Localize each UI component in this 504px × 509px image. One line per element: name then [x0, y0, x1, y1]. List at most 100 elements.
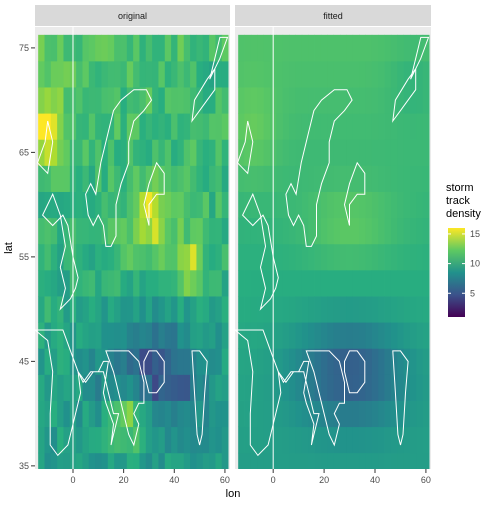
heatmap-cell [333, 426, 341, 454]
heatmap-cell [95, 217, 102, 245]
heatmap-cell [257, 243, 265, 271]
heatmap-cell [333, 296, 341, 323]
heatmap-cell [422, 165, 430, 192]
heatmap-cell [177, 113, 185, 140]
coastline-path [105, 350, 145, 447]
heatmap-cell [301, 113, 309, 140]
heatmap-cell [209, 139, 216, 166]
heatmap-cell [209, 217, 216, 245]
heatmap-cell [101, 113, 109, 140]
heatmap-cell [50, 452, 58, 469]
heatmap-cell [133, 426, 140, 454]
heatmap-cell [250, 296, 258, 323]
heatmap-cell [359, 87, 366, 114]
heatmap-cell [390, 426, 398, 454]
heatmap-cell [422, 217, 430, 245]
heatmap-cell [365, 217, 373, 245]
heatmap-cell [295, 400, 303, 428]
heatmap-cell [263, 165, 271, 192]
heatmap-cell [282, 165, 290, 192]
heatmap-cell [416, 139, 424, 166]
heatmap-cell [390, 452, 398, 469]
heatmap-cell [390, 269, 398, 297]
coastline-path [35, 329, 82, 457]
heatmap-cell [327, 243, 335, 271]
heatmap-cell [57, 34, 64, 62]
heatmap-cell [158, 400, 166, 428]
heatmap-cell [390, 139, 398, 166]
heatmap-cell [301, 165, 309, 192]
heatmap-cell [276, 34, 284, 62]
heatmap-cell [327, 269, 335, 297]
heatmap-cell [340, 217, 347, 245]
heatmap-cell [38, 243, 45, 271]
legend-tick-label: 10 [470, 259, 480, 269]
heatmap-cell [44, 34, 52, 62]
heatmap-cell [314, 191, 322, 219]
heatmap-cell [250, 374, 258, 401]
heatmap-cell [390, 217, 398, 245]
heatmap-cell [371, 452, 379, 469]
heatmap-cell [82, 243, 90, 271]
heatmap-cell [88, 60, 96, 88]
heatmap-cell [221, 87, 229, 114]
heatmap-cell [164, 322, 172, 349]
heatmap-cell [314, 348, 322, 375]
heatmap-cell [63, 348, 71, 375]
heatmap-cell [76, 269, 83, 297]
heatmap-cell [352, 113, 360, 140]
heatmap-cell [164, 165, 172, 192]
heatmap-cell [126, 165, 134, 192]
heatmap-cell [133, 139, 140, 166]
heatmap-cell [346, 374, 354, 401]
heatmap-cell [177, 139, 185, 166]
heatmap-cell [107, 374, 115, 401]
heatmap-cell [44, 348, 52, 375]
heatmap-cell [101, 243, 109, 271]
heatmap-cell [202, 322, 210, 349]
heatmap-cell [359, 400, 366, 428]
heatmap-cell [177, 60, 185, 88]
heatmap-cell [196, 87, 204, 114]
heatmap-cell [416, 269, 424, 297]
heatmap-cell [244, 269, 252, 297]
heatmap-cell [209, 243, 216, 271]
heatmap-cell [57, 113, 64, 140]
heatmap-cell [196, 426, 204, 454]
heatmap-cell [63, 400, 71, 428]
heatmap-cell [171, 374, 178, 401]
heatmap-cell [63, 452, 71, 469]
y-tick-label: 45 [19, 356, 29, 366]
heatmap-cell [327, 139, 335, 166]
heatmap-cell [308, 452, 315, 469]
heatmap-cell [50, 374, 58, 401]
heatmap-cell [196, 165, 204, 192]
heatmap-cell [221, 113, 229, 140]
heatmap-cell [63, 322, 71, 349]
heatmap-cell [63, 374, 71, 401]
heatmap-cell [371, 374, 379, 401]
heatmap-cell [422, 374, 430, 401]
heatmap-cell [327, 348, 335, 375]
y-tick-label: 75 [19, 43, 29, 53]
heatmap-cell [177, 165, 185, 192]
heatmap-cell [171, 165, 178, 192]
heatmap-cell [403, 322, 411, 349]
heatmap-cell [320, 374, 328, 401]
heatmap-cell [282, 269, 290, 297]
heatmap-cell [133, 60, 140, 88]
heatmap-cell [289, 34, 296, 62]
heatmap-cell [88, 243, 96, 271]
heatmap-cell [301, 322, 309, 349]
heatmap-cell [101, 191, 109, 219]
heatmap-cell [346, 113, 354, 140]
heatmap-cell [158, 322, 166, 349]
heatmap-cell [238, 217, 245, 245]
heatmap-cell [238, 243, 245, 271]
heatmap-cell [410, 165, 417, 192]
heatmap-cell [63, 191, 71, 219]
heatmap-cell [320, 139, 328, 166]
heatmap-cell [250, 269, 258, 297]
heatmap-cell [50, 60, 58, 88]
heatmap-cell [183, 139, 191, 166]
